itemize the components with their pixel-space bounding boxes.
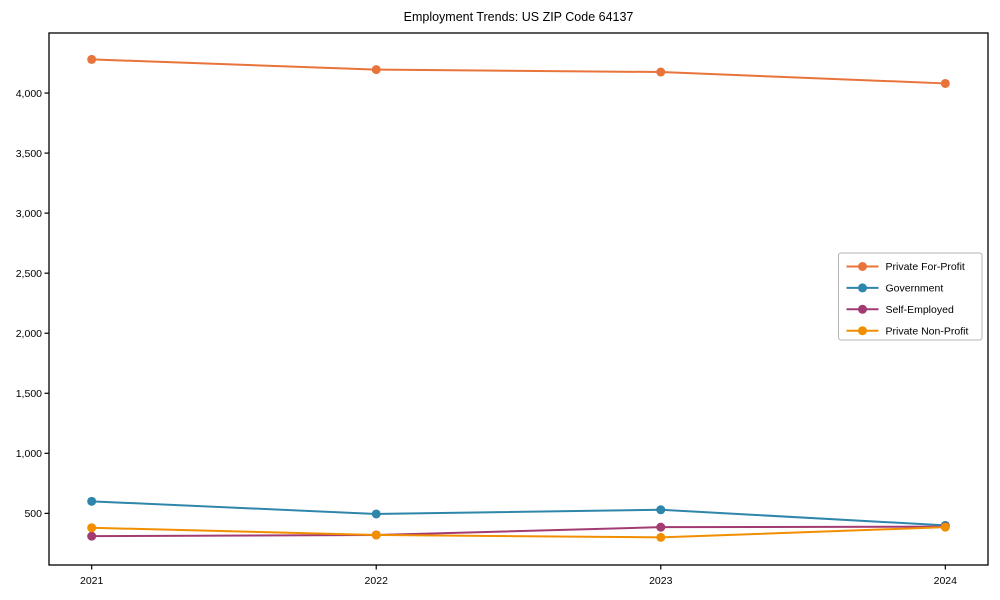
legend-label: Self-Employed xyxy=(886,304,954,316)
legend-swatch-marker xyxy=(858,326,867,336)
series-line-private-for-profit xyxy=(91,58,946,85)
series-line-government xyxy=(91,500,946,527)
y-tick-label: 2,500 xyxy=(16,268,42,280)
data-point-government xyxy=(371,509,381,519)
x-tick-label: 2023 xyxy=(649,575,673,587)
y-tick-label: 4,000 xyxy=(16,88,42,100)
y-tick-label: 3,500 xyxy=(16,148,42,160)
data-point-private-for-profit xyxy=(940,78,950,88)
data-point-government xyxy=(656,505,666,515)
y-tick-label: 500 xyxy=(24,508,42,520)
legend-swatch-marker xyxy=(858,262,867,271)
y-tick-label: 2,000 xyxy=(16,328,42,340)
y-tick-label: 3,000 xyxy=(16,208,42,220)
x-tick-label: 2024 xyxy=(934,575,958,587)
x-tick-label: 2022 xyxy=(365,575,389,587)
plot-border xyxy=(48,32,989,566)
x-tick-label: 2021 xyxy=(80,575,104,587)
data-point-private-for-profit xyxy=(656,67,666,77)
series-line-private-non-profit xyxy=(91,526,946,539)
legend-swatch-marker xyxy=(858,304,867,314)
series-line-self-employed xyxy=(91,525,946,538)
data-point-private-for-profit xyxy=(87,54,97,64)
chart-title: Employment Trends: US ZIP Code 64137 xyxy=(403,10,634,24)
data-point-private-for-profit xyxy=(371,65,381,75)
data-point-self-employed xyxy=(656,522,666,532)
data-point-self-employed xyxy=(87,531,97,541)
legend-label: Private Non-Profit xyxy=(886,325,969,337)
legend-label: Private For-Profit xyxy=(886,261,965,273)
data-point-private-non-profit xyxy=(371,530,381,540)
legend-swatch-marker xyxy=(858,283,867,293)
legend xyxy=(838,252,983,341)
data-point-private-non-profit xyxy=(87,523,97,533)
y-tick-label: 1,500 xyxy=(16,388,42,400)
legend-label: Government xyxy=(886,283,944,295)
y-tick-label: 1,000 xyxy=(16,448,42,460)
data-point-government xyxy=(87,496,97,506)
data-point-private-non-profit xyxy=(940,522,950,532)
data-point-private-non-profit xyxy=(656,532,666,542)
